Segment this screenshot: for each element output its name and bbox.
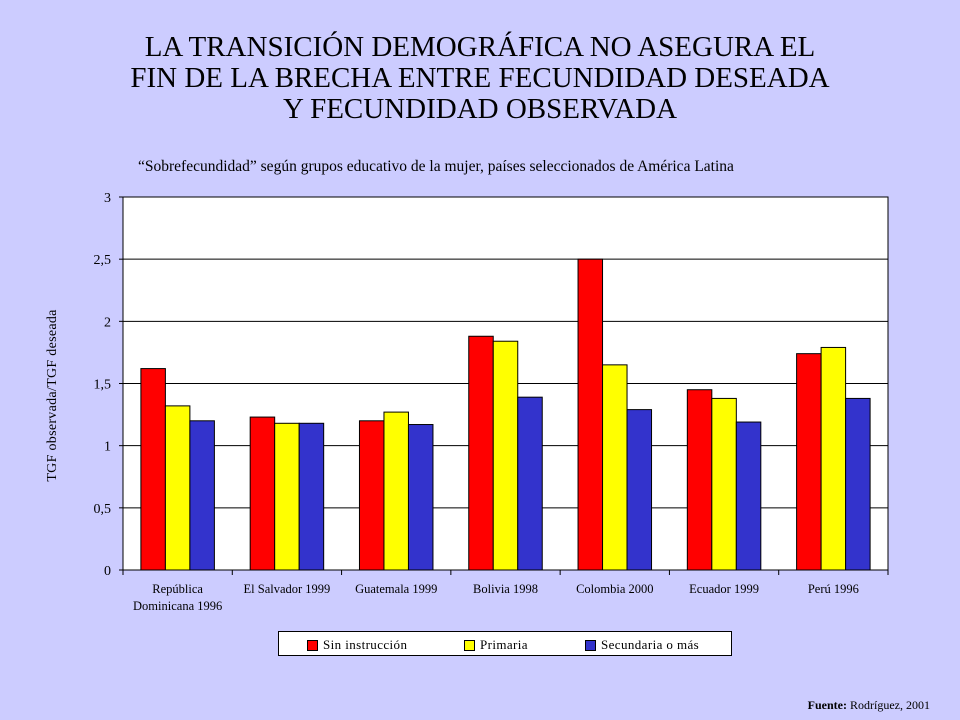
y-tick-label: 3 — [104, 191, 111, 206]
bar-secundaria — [517, 396, 543, 571]
y-tick-label: 0,5 — [94, 502, 112, 517]
y-axis-label: TGF observada/TGF deseada — [45, 309, 60, 482]
bar-secundaria — [845, 397, 871, 571]
legend-label-secundaria: Secundaria o más — [601, 637, 700, 652]
legend-item-secundaria: Secundaria o más — [585, 637, 699, 653]
bar-secundaria — [407, 424, 434, 571]
bar-sin-instruccion — [140, 368, 166, 571]
legend-label-primaria: Primaria — [480, 637, 528, 652]
bar-primaria — [602, 364, 628, 571]
title-line-3: Y FECUNDIDAD OBSERVADA — [282, 93, 678, 125]
chart-legend: Sin instrucción Primaria Secundaria o má… — [278, 631, 732, 656]
x-tick-label: Bolivia 1998 — [473, 582, 538, 596]
bar-sin-instruccion — [249, 416, 276, 571]
bar-primaria — [274, 422, 300, 571]
bar-sin-instruccion — [358, 420, 385, 571]
slide-title: LA TRANSICIÓN DEMOGRÁFICA NO ASEGURA EL … — [40, 32, 920, 125]
y-tick-label: 2 — [104, 315, 111, 330]
x-tick-label: El Salvador 1999 — [244, 582, 331, 596]
chart-subtitle: “Sobrefecundidad” según grupos educativo… — [138, 158, 734, 175]
x-tick-label: Guatemala 1999 — [355, 582, 437, 596]
x-tick-label: Ecuador 1999 — [689, 582, 759, 596]
legend-swatch-primaria — [464, 639, 475, 651]
x-tick-label: Perú 1996 — [808, 582, 859, 596]
title-line-2: FIN DE LA BRECHA ENTRE FECUNDIDAD DESEAD… — [130, 62, 830, 94]
y-tick-label: 1,5 — [94, 378, 112, 393]
bar-sin-instruccion — [577, 258, 604, 571]
y-tick-label: 0 — [104, 564, 111, 579]
bar-sin-instruccion — [686, 389, 713, 571]
plot-frame — [122, 196, 889, 571]
bar-secundaria — [735, 421, 762, 571]
bar-primaria — [820, 346, 847, 571]
bar-primaria — [164, 405, 191, 571]
title-line-1: LA TRANSICIÓN DEMOGRÁFICA NO ASEGURA EL — [144, 31, 816, 63]
x-tick-label: Dominicana 1996 — [133, 599, 222, 613]
source-label: Fuente: — [807, 698, 847, 712]
legend-swatch-secundaria — [585, 639, 596, 651]
legend-item-primaria: Primaria — [464, 637, 528, 653]
bar-secundaria — [626, 409, 653, 571]
bar-secundaria — [298, 422, 325, 571]
legend-swatch-sin-instruccion — [307, 639, 318, 651]
bar-primaria — [383, 411, 409, 571]
source-text: Rodríguez, 2001 — [850, 698, 930, 712]
y-tick-label: 2,5 — [94, 253, 112, 268]
legend-label-sin-instruccion: Sin instrucción — [323, 637, 408, 652]
bar-primaria — [711, 397, 737, 571]
bar-sin-instruccion — [796, 353, 822, 571]
bar-primaria — [492, 340, 519, 571]
source-note: Fuente: Rodríguez, 2001 — [808, 698, 930, 713]
y-tick-label: 1 — [104, 440, 111, 455]
legend-item-sin-instruccion: Sin instrucción — [307, 637, 407, 653]
bar-secundaria — [189, 420, 215, 571]
x-tick-label: Colombia 2000 — [576, 582, 653, 596]
x-tick-label: República — [152, 582, 203, 596]
bar-sin-instruccion — [468, 335, 494, 571]
